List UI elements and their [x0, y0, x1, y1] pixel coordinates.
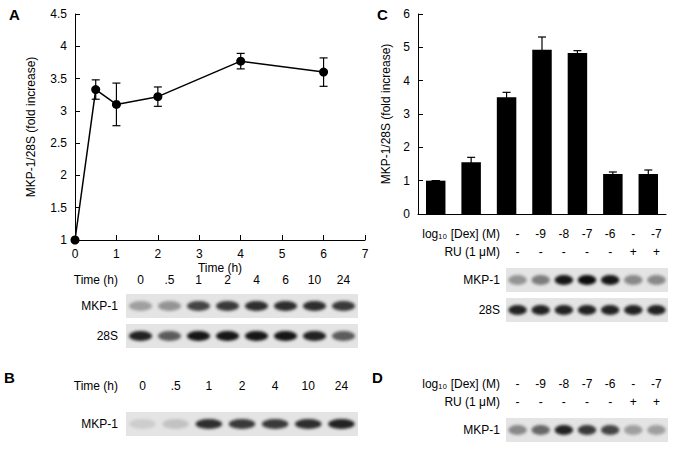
html-text:Time (h): Time (h)	[73, 379, 118, 393]
svg-text:3: 3	[60, 104, 67, 118]
svg-text:2: 2	[403, 140, 410, 154]
svg-text:3: 3	[403, 107, 410, 121]
html-text:log₁₀ [Dex] (M): log₁₀ [Dex] (M)	[422, 377, 500, 391]
svg-text:4: 4	[403, 74, 410, 88]
html-text:.5: .5	[170, 379, 181, 393]
html-text:log₁₀ [Dex] (M): log₁₀ [Dex] (M)	[422, 227, 500, 241]
html-text:RU (1 μM): RU (1 μM)	[444, 245, 500, 259]
svg-text:4: 4	[237, 247, 244, 261]
html-text:0: 0	[139, 379, 146, 393]
svg-text:2.5: 2.5	[50, 136, 67, 150]
svg-text:0: 0	[72, 247, 79, 261]
html-text:B: B	[4, 369, 15, 386]
svg-text:1: 1	[113, 247, 120, 261]
html-text:MKP-1: MKP-1	[81, 299, 118, 313]
html-text:-7: -7	[651, 377, 662, 391]
svg-text:2: 2	[155, 247, 162, 261]
svg-text:4: 4	[60, 39, 67, 53]
svg-text:2: 2	[60, 168, 67, 182]
html-text:-8: -8	[558, 227, 570, 241]
html-text:2: 2	[238, 379, 246, 393]
html-text:.5: .5	[164, 273, 175, 287]
html-text:24: 24	[334, 379, 349, 393]
html-text:1: 1	[195, 273, 202, 287]
svg-text:1: 1	[60, 233, 67, 247]
html-text:28S: 28S	[478, 303, 500, 317]
svg-text:6: 6	[403, 7, 410, 21]
svg-text:1: 1	[403, 174, 410, 188]
html-text:-6: -6	[604, 377, 616, 391]
html-text:1: 1	[205, 379, 213, 393]
html-text:2: 2	[224, 273, 231, 287]
html-text:MKP-1: MKP-1	[81, 417, 118, 431]
html-text:24: 24	[336, 273, 351, 287]
html-text:D: D	[372, 369, 383, 386]
html-text:MKP-1: MKP-1	[463, 273, 500, 287]
html-text:0: 0	[137, 273, 144, 287]
html-text:-8: -8	[558, 377, 570, 391]
html-text:RU (1 μM): RU (1 μM)	[444, 395, 500, 409]
html-text:-6: -6	[604, 227, 616, 241]
svg-text:6: 6	[320, 247, 327, 261]
svg-text:MKP-1/28S (fold increase): MKP-1/28S (fold increase)	[24, 57, 38, 198]
html-text:4: 4	[253, 273, 260, 287]
html-text:Time (h): Time (h)	[73, 273, 118, 287]
svg-text:5: 5	[279, 247, 286, 261]
html-text:-9: -9	[535, 377, 546, 391]
svg-text:4.5: 4.5	[50, 7, 67, 21]
html-text:-7: -7	[581, 377, 593, 391]
html-text:10: 10	[301, 379, 315, 393]
svg-text:MKP-1/28S (fold increase): MKP-1/28S (fold increase)	[379, 44, 393, 185]
html-text:-7: -7	[651, 227, 662, 241]
svg-text:7: 7	[362, 247, 369, 261]
html-text:MKP-1: MKP-1	[463, 423, 500, 437]
html-text:10: 10	[307, 273, 322, 287]
svg-text:Time (h): Time (h)	[198, 261, 242, 275]
html-text:28S: 28S	[96, 329, 118, 343]
svg-text:3: 3	[196, 247, 203, 261]
html-text:4: 4	[271, 379, 279, 393]
html-text:-7: -7	[581, 227, 593, 241]
svg-text:1.5: 1.5	[50, 201, 67, 215]
svg-text:C: C	[377, 6, 388, 23]
html-text:6: 6	[282, 273, 289, 287]
svg-text:3.5: 3.5	[50, 72, 67, 86]
svg-text:5: 5	[403, 40, 410, 54]
svg-text:A: A	[9, 6, 20, 23]
html-text:-9: -9	[535, 227, 546, 241]
svg-text:0: 0	[403, 207, 410, 221]
